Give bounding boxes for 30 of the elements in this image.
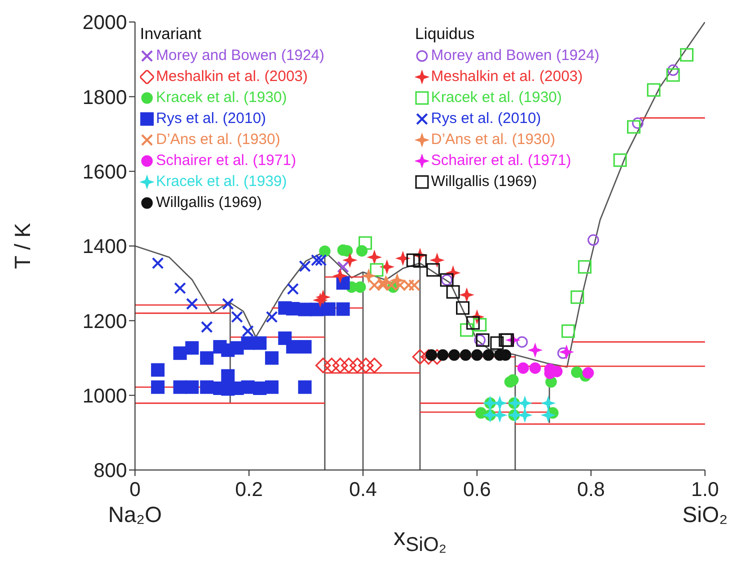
x-tick-label: 0.6: [463, 479, 491, 501]
legend-label: Rys et al. (2010): [156, 109, 266, 129]
legend-label: Meshalkin et al. (2003): [156, 67, 308, 87]
y-tick-label: 1000: [82, 385, 127, 408]
legend-label: Kracek et al. (1930): [156, 88, 287, 108]
x-axis-title: x$_{SiO₂}$: [393, 524, 447, 556]
legend-label: Morey and Bowen (1924): [156, 46, 324, 66]
legend-label: Rys et al. (2010): [431, 109, 542, 129]
legend-label: Kracek et al. (1930): [431, 88, 562, 108]
legend-label: Meshalkin et al. (2003): [431, 67, 583, 87]
annotation: Liquidus: [415, 25, 476, 45]
x-tick-label: 0.4: [349, 479, 377, 501]
x-tick-label: 0.2: [235, 479, 263, 501]
legend-label: D’Ans et al. (1930): [431, 130, 556, 150]
y-tick-label: 1200: [82, 310, 127, 333]
legend-label: Willgallis (1969): [431, 172, 537, 192]
y-tick-label: 1400: [82, 236, 127, 258]
legend-label: Morey and Bowen (1924): [431, 46, 600, 66]
legend-label: Schairer et al. (1971): [156, 151, 296, 171]
x-tick-label: 1.0 SiO₂: [682, 479, 728, 527]
legend-label: Schairer et al. (1971): [431, 151, 572, 171]
y-tick-label: 2000: [82, 12, 127, 34]
annotation: Invariant: [140, 25, 202, 45]
y-tick-label: 1800: [82, 86, 127, 109]
legend-label: Kracek et al. (1939): [156, 172, 287, 192]
y-axis-title: T / K: [10, 222, 35, 270]
legend-label: Willgallis (1969): [156, 193, 262, 213]
y-tick-label: 1600: [82, 161, 127, 184]
legend-label: D’Ans et al. (1930): [156, 130, 280, 150]
x-tick-label: 0.8: [577, 479, 605, 501]
